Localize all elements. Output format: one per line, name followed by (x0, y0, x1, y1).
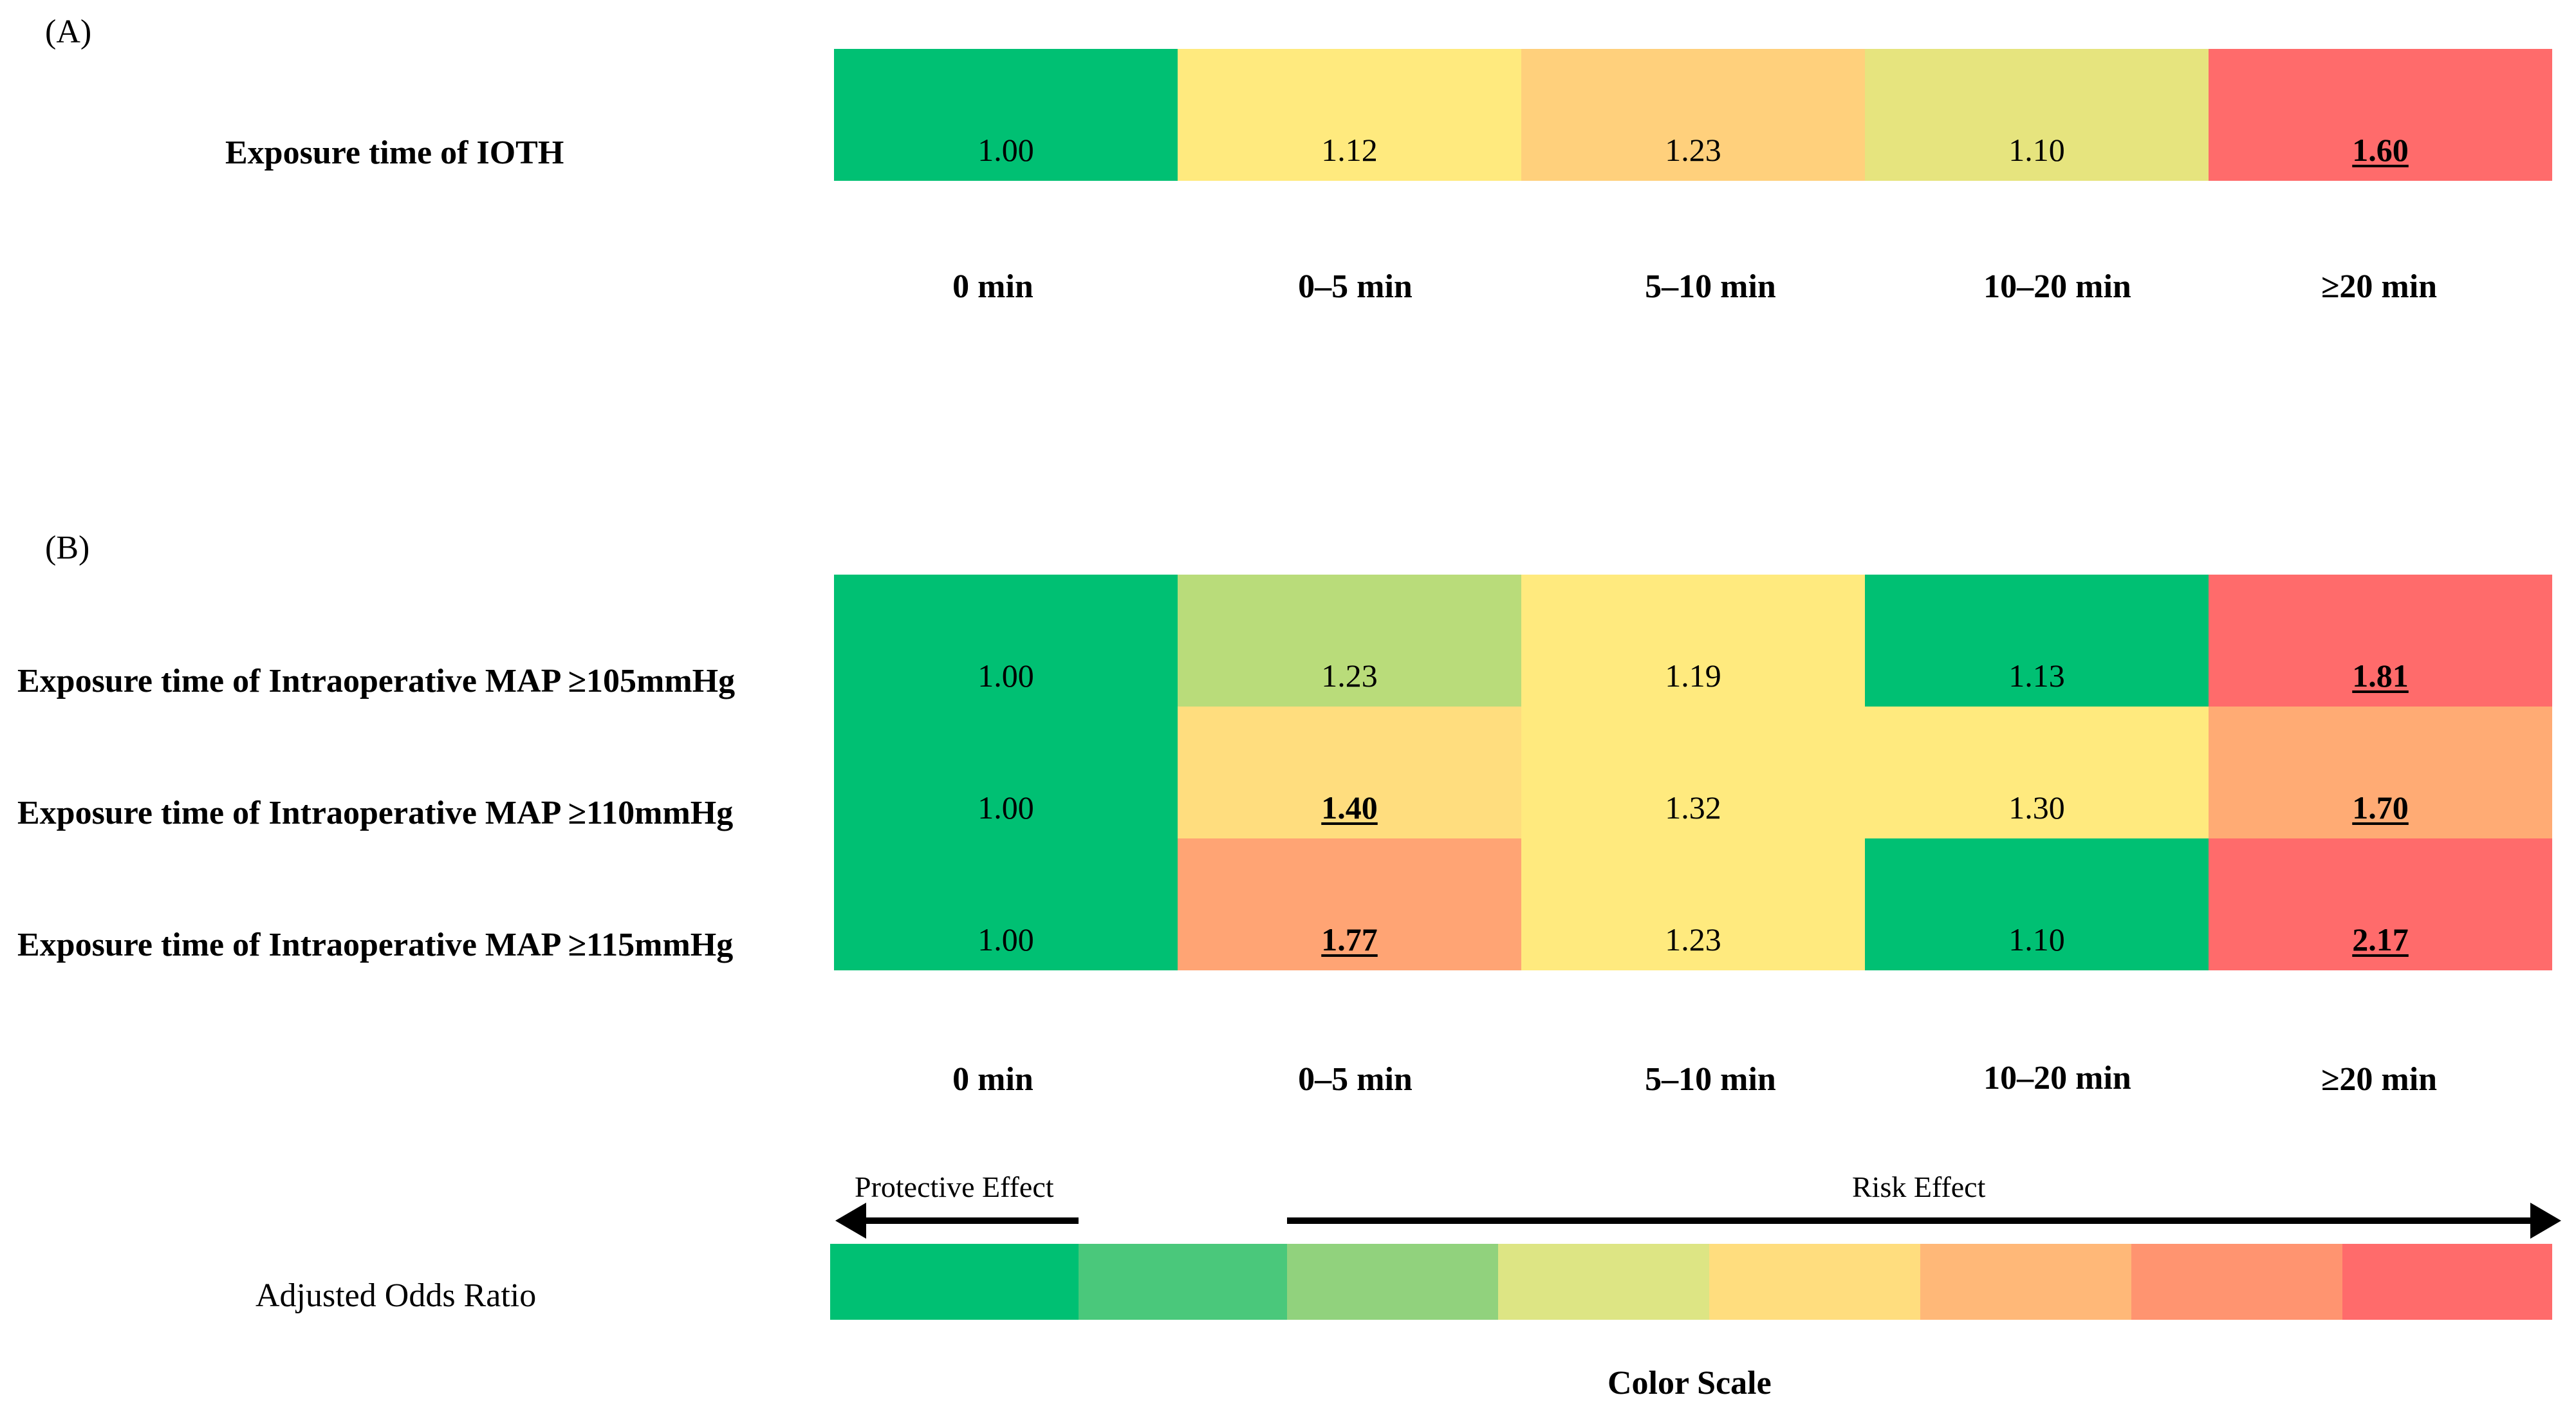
heatmap-b-cell-r2-c2 (1521, 838, 1865, 970)
col-label-a-1: 0–5 min (1298, 268, 1413, 305)
heatmap-b-value-r0-c1: 1.23 (1321, 658, 1378, 694)
risk-effect-label: Risk Effect (1852, 1170, 1986, 1203)
heatmap-b-value-r0-c2: 1.19 (1665, 658, 1721, 694)
risk-arrow (1287, 1217, 2535, 1224)
heatmap-b-cell-r0-c4 (2209, 575, 2552, 707)
color-scale-swatch-4 (1709, 1244, 1920, 1320)
heatmap-b-value-r2-c1: 1.77 (1321, 921, 1378, 957)
row-label-map-115: Exposure time of Intraoperative MAP ≥115… (17, 927, 734, 963)
heatmap-a-value-r0-c1: 1.12 (1321, 132, 1378, 168)
heatmap-b-cell-r2-c4 (2209, 838, 2552, 970)
heatmap-b-value-r0-c4: 1.81 (2352, 658, 2409, 694)
panel-a-label: (A) (45, 14, 92, 50)
col-label-b-1: 0–5 min (1298, 1061, 1413, 1098)
heatmap-b-value-r2-c3: 1.10 (2008, 921, 2065, 957)
color-scale-swatch-0 (830, 1244, 1079, 1320)
color-scale-swatch-6 (2131, 1244, 2342, 1320)
color-scale-swatch-5 (1920, 1244, 2131, 1320)
heatmap-a-cell-r0-c4 (2209, 49, 2552, 181)
heatmap-b-value-r1-c2: 1.32 (1665, 790, 1721, 826)
row-label-map-110: Exposure time of Intraoperative MAP ≥110… (17, 795, 734, 831)
col-label-b-3: 10–20 min (1983, 1060, 2131, 1096)
protective-arrow (862, 1217, 1079, 1224)
protective-effect-label: Protective Effect (855, 1170, 1054, 1203)
heatmap-b-value-r2-c2: 1.23 (1665, 921, 1721, 957)
heatmap-b-value-r1-c3: 1.30 (2008, 790, 2065, 826)
heatmap-b-cell-r1-c4 (2209, 707, 2552, 838)
color-scale-swatch-3 (1498, 1244, 1709, 1320)
heatmap-b-cell-r1-c1 (1178, 707, 1521, 838)
heatmap-a-value-r0-c4: 1.60 (2352, 132, 2409, 168)
color-scale-swatch-1 (1079, 1244, 1287, 1320)
heatmap-a-cell-r0-c1 (1178, 49, 1521, 181)
risk-arrowhead-icon (2530, 1203, 2561, 1239)
heatmap-b-cell-r0-c3 (1865, 575, 2209, 707)
heatmap-b-value-r1-c4: 1.70 (2352, 790, 2409, 826)
col-label-a-3: 10–20 min (1983, 268, 2131, 305)
row-label-ioth: Exposure time of IOTH (225, 134, 564, 171)
heatmap-b-cell-r0-c1 (1178, 575, 1521, 707)
heatmap-a-value-r0-c3: 1.10 (2008, 132, 2065, 168)
heatmap-b-value-r0-c3: 1.13 (2008, 658, 2065, 694)
protective-arrowhead-icon (835, 1203, 866, 1239)
col-label-b-0: 0 min (952, 1061, 1033, 1098)
heatmap-b-value-r2-c0: 1.00 (978, 921, 1034, 957)
heatmap-b-cell-r2-c1 (1178, 838, 1521, 970)
heatmap-b-cell-r0-c0 (834, 575, 1178, 707)
heatmap-b-cell-r1-c0 (834, 707, 1178, 838)
heatmap-b-value-r0-c0: 1.00 (978, 658, 1034, 694)
col-label-a-2: 5–10 min (1645, 268, 1776, 305)
panel-b-label: (B) (45, 530, 90, 566)
heatmap-b-cell-r0-c2 (1521, 575, 1865, 707)
heatmap-b-value-r2-c4: 2.17 (2352, 921, 2409, 957)
heatmap-a-cell-r0-c0 (834, 49, 1178, 181)
heatmap-b-cell-r2-c0 (834, 838, 1178, 970)
heatmap-b-cell-r2-c3 (1865, 838, 2209, 970)
heatmap-a-value-r0-c2: 1.23 (1665, 132, 1721, 168)
heatmap-a-value-r0-c0: 1.00 (978, 132, 1034, 168)
heatmap-b-value-r1-c0: 1.00 (978, 790, 1034, 826)
col-label-a-0: 0 min (952, 268, 1033, 305)
color-scale-title: Color Scale (1608, 1365, 1772, 1401)
row-label-map-105: Exposure time of Intraoperative MAP ≥105… (17, 663, 736, 699)
heatmap-b-cell-r1-c2 (1521, 707, 1865, 838)
adjusted-odds-ratio-label: Adjusted Odds Ratio (255, 1277, 537, 1314)
heatmap-b-cell-r1-c3 (1865, 707, 2209, 838)
heatmap-a-cell-r0-c3 (1865, 49, 2209, 181)
heatmap-a-cell-r0-c2 (1521, 49, 1865, 181)
color-scale-swatch-7 (2342, 1244, 2552, 1320)
col-label-b-2: 5–10 min (1645, 1061, 1776, 1098)
heatmap-b-value-r1-c1: 1.40 (1321, 790, 1378, 826)
col-label-a-4: ≥20 min (2321, 268, 2438, 305)
col-label-b-4: ≥20 min (2321, 1061, 2438, 1098)
color-scale-swatch-2 (1287, 1244, 1498, 1320)
